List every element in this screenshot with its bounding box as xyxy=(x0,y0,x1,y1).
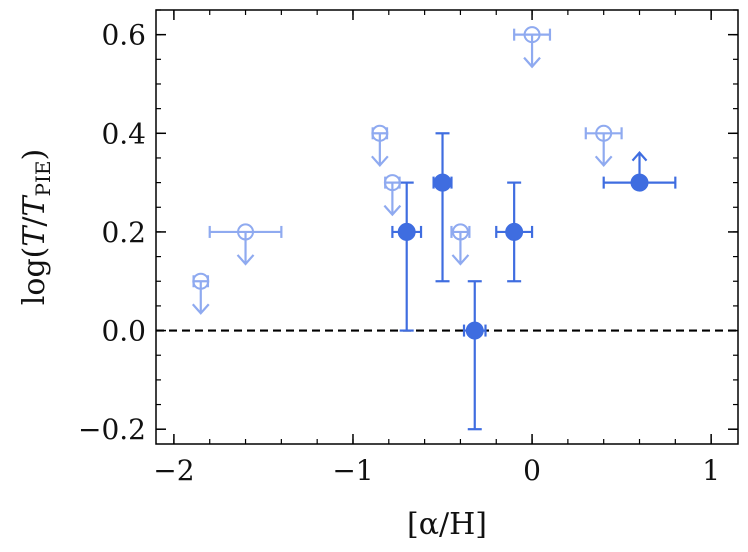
y-axis-label: log(T/TPIE) xyxy=(17,149,55,305)
data-marker xyxy=(630,173,649,192)
data-marker xyxy=(451,223,469,241)
measured-point xyxy=(462,280,487,431)
data-marker xyxy=(383,174,401,192)
upper-limit-point xyxy=(191,272,210,315)
data-marker xyxy=(433,173,452,192)
measured-point xyxy=(432,132,453,283)
data-marker xyxy=(371,124,389,142)
x-axis-label: [α/H] xyxy=(407,507,487,542)
measured-point xyxy=(391,181,423,332)
y-tick-label: 0.2 xyxy=(101,216,146,249)
upper-limit-point xyxy=(450,223,471,266)
upper-limit-point xyxy=(513,26,552,69)
x-tick-label: −2 xyxy=(153,454,194,487)
x-tick-label: −1 xyxy=(332,454,373,487)
upper-limit-arrow-head xyxy=(383,204,402,217)
data-marker xyxy=(397,222,416,241)
upper-limit-point xyxy=(383,174,402,217)
data-marker xyxy=(523,26,541,44)
x-tick-label: 0 xyxy=(523,454,541,487)
x-tick-label: 1 xyxy=(702,454,720,487)
axis-ticks: −2 −1 0 1 −0.2 0.0 0.2 0.4 0.6 xyxy=(78,9,738,487)
upper-limit-point xyxy=(584,124,623,167)
upper-limit-arrow-head xyxy=(451,254,470,266)
measured-point xyxy=(602,150,677,192)
lower-limit-arrow-head xyxy=(631,150,648,162)
data-marker xyxy=(465,321,484,340)
y-tick-label: 0.4 xyxy=(101,117,146,150)
data-marker xyxy=(505,222,524,241)
plot-area xyxy=(156,26,738,431)
upper-limit-point xyxy=(371,124,389,167)
y-tick-label: −0.2 xyxy=(78,413,146,446)
upper-limit-arrow-head xyxy=(594,155,613,167)
upper-limit-arrow-head xyxy=(191,303,210,315)
data-marker xyxy=(237,223,255,241)
data-marker xyxy=(595,124,613,142)
upper-limit-arrow-head xyxy=(236,254,255,266)
upper-limit-arrow-head xyxy=(371,155,389,167)
upper-limit-arrow-head xyxy=(523,56,541,69)
upper-limit-point xyxy=(208,223,283,266)
measured-point xyxy=(495,181,534,283)
data-marker xyxy=(192,272,210,290)
plot-frame xyxy=(155,9,739,445)
y-tick-label: 0.6 xyxy=(101,19,146,52)
y-tick-label: 0.0 xyxy=(101,315,146,348)
